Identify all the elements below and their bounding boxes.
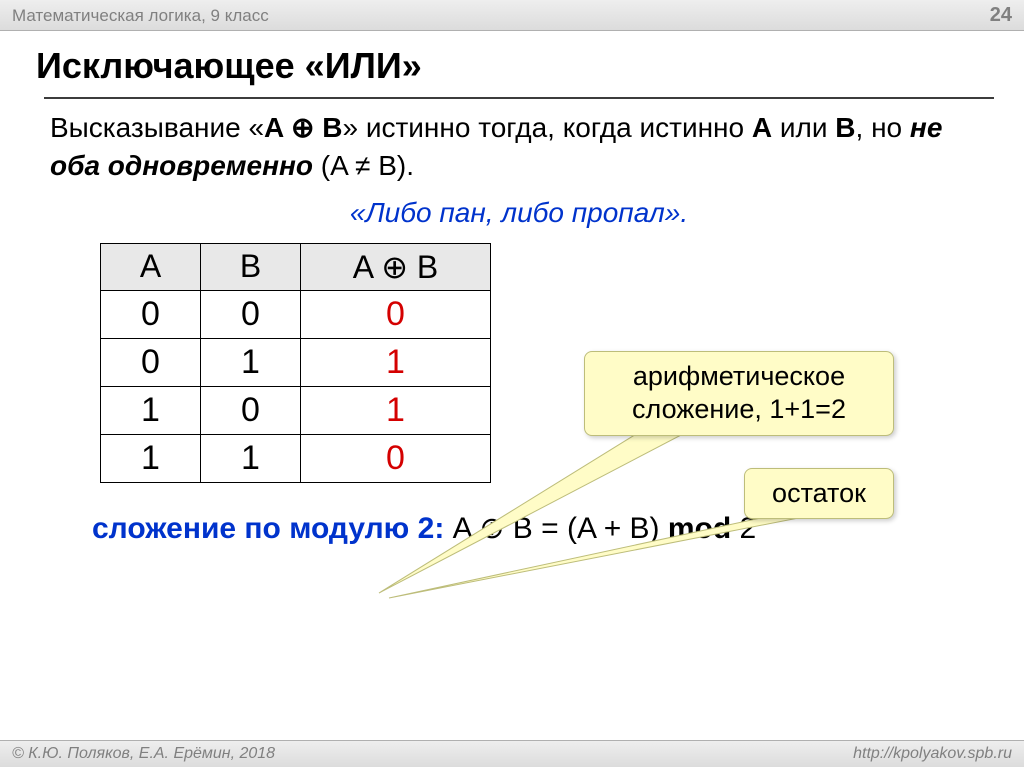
def-mid1: » истинно тогда, когда истинно: [342, 112, 751, 143]
th-b: B: [201, 243, 301, 290]
table-header-row: A B A ⊕ B: [101, 243, 491, 290]
def-post: (A ≠ B).: [313, 150, 414, 181]
slide-title: Исключающее «ИЛИ»: [0, 31, 1024, 97]
cell-a: 1: [101, 434, 201, 482]
cell-b: 1: [201, 338, 301, 386]
table-region: A B A ⊕ B 0 0 0 0 1 1 1 0 1 1 1: [44, 243, 994, 483]
content-area: Высказывание «A ⊕ B» истинно тогда, когд…: [44, 97, 994, 546]
table-row: 1 0 1: [101, 386, 491, 434]
cell-b: 1: [201, 434, 301, 482]
callout-arithmetic: арифметическое сложение, 1+1=2: [584, 351, 894, 437]
footer-left: © К.Ю. Поляков, Е.А. Ерёмин, 2018: [12, 745, 275, 763]
formula-expr-pre: A ⊕ B = (A + B): [444, 512, 668, 545]
truth-table: A B A ⊕ B 0 0 0 0 1 1 1 0 1 1 1: [100, 243, 491, 483]
formula-label: сложение по модулю 2:: [92, 512, 444, 545]
definition-text: Высказывание «A ⊕ B» истинно тогда, когд…: [44, 109, 994, 191]
cell-a: 0: [101, 290, 201, 338]
cell-b: 0: [201, 386, 301, 434]
cell-a: 1: [101, 386, 201, 434]
def-pre: Высказывание «: [50, 112, 264, 143]
callout-remainder: остаток: [744, 468, 894, 520]
def-axb: A ⊕ B: [264, 112, 342, 143]
table-row: 0 1 1: [101, 338, 491, 386]
table-row: 0 0 0: [101, 290, 491, 338]
def-B: B: [835, 112, 855, 143]
def-mid2: , но: [856, 112, 910, 143]
header-bar: Математическая логика, 9 класс 24: [0, 0, 1024, 31]
cell-r: 0: [301, 290, 491, 338]
th-r: A ⊕ B: [301, 243, 491, 290]
th-a: A: [101, 243, 201, 290]
cell-a: 0: [101, 338, 201, 386]
formula-mod: mod: [668, 512, 731, 545]
cell-r: 1: [301, 338, 491, 386]
cell-b: 0: [201, 290, 301, 338]
header-left: Математическая логика, 9 класс: [12, 6, 269, 26]
footer-right: http://kpolyakov.spb.ru: [853, 745, 1012, 763]
def-or: или: [772, 112, 835, 143]
footer-bar: © К.Ю. Поляков, Е.А. Ерёмин, 2018 http:/…: [0, 740, 1024, 767]
def-A: A: [752, 112, 772, 143]
cell-r: 1: [301, 386, 491, 434]
page-number: 24: [990, 4, 1012, 27]
cell-r: 0: [301, 434, 491, 482]
table-row: 1 1 0: [101, 434, 491, 482]
quote-text: «Либо пан, либо пропал».: [44, 191, 994, 243]
